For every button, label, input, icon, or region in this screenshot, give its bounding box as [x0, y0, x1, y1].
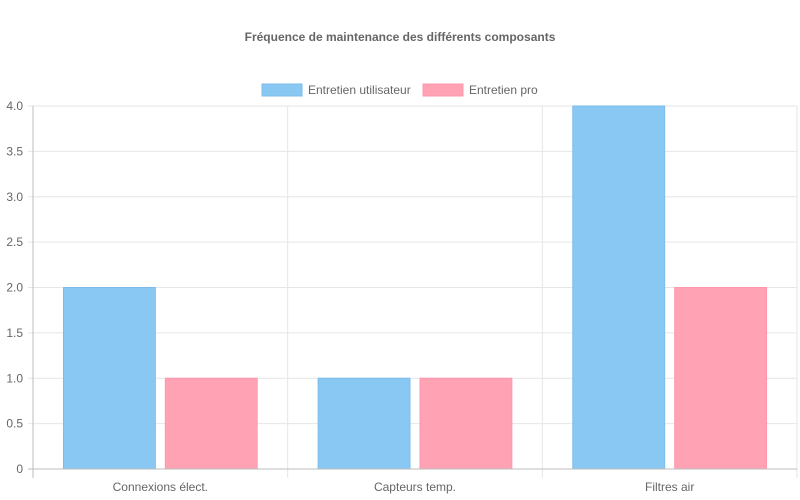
y-tick-label: 1.5 — [6, 326, 23, 340]
legend-swatch-entretien-pro — [422, 83, 464, 97]
y-tick-label: 3.5 — [6, 144, 23, 158]
legend-label-entretien-pro: Entretien pro — [469, 83, 538, 97]
y-tick-label: 0.5 — [6, 417, 23, 431]
grid — [28, 105, 798, 478]
legend-item-entretien-utilisateur[interactable]: Entretien utilisateur — [261, 83, 411, 97]
chart-title: Fréquence de maintenance des différents … — [245, 30, 556, 44]
legend-label-entretien-utilisateur: Entretien utilisateur — [308, 83, 411, 97]
bar[interactable] — [62, 287, 156, 470]
bar[interactable] — [317, 377, 411, 470]
y-tick-label: 0 — [16, 462, 23, 476]
axes — [28, 106, 797, 478]
y-tick-label: 4.0 — [6, 99, 23, 113]
bar[interactable] — [572, 105, 666, 470]
bar[interactable] — [674, 287, 768, 470]
bar[interactable] — [419, 377, 513, 470]
bars — [62, 105, 768, 470]
legend-swatch-entretien-utilisateur — [261, 83, 303, 97]
legend-item-entretien-pro[interactable]: Entretien pro — [422, 83, 538, 97]
x-tick-label: Filtres air — [645, 480, 694, 494]
y-tick-label: 1.0 — [6, 371, 23, 385]
legend: Entretien utilisateur Entretien pro — [261, 83, 538, 97]
bar[interactable] — [164, 377, 258, 470]
y-tick-label: 2.0 — [6, 281, 23, 295]
x-axis-tick-labels: Connexions élect. Capteurs temp. Filtres a… — [113, 480, 695, 494]
y-tick-label: 2.5 — [6, 235, 23, 249]
y-tick-label: 3.0 — [6, 190, 23, 204]
y-axis-tick-labels: 0 0.5 1.0 1.5 2.0 2.5 3.0 3.5 4.0 — [6, 99, 23, 476]
x-tick-label: Connexions élect. — [113, 480, 208, 494]
x-tick-label: Capteurs temp. — [374, 480, 456, 494]
